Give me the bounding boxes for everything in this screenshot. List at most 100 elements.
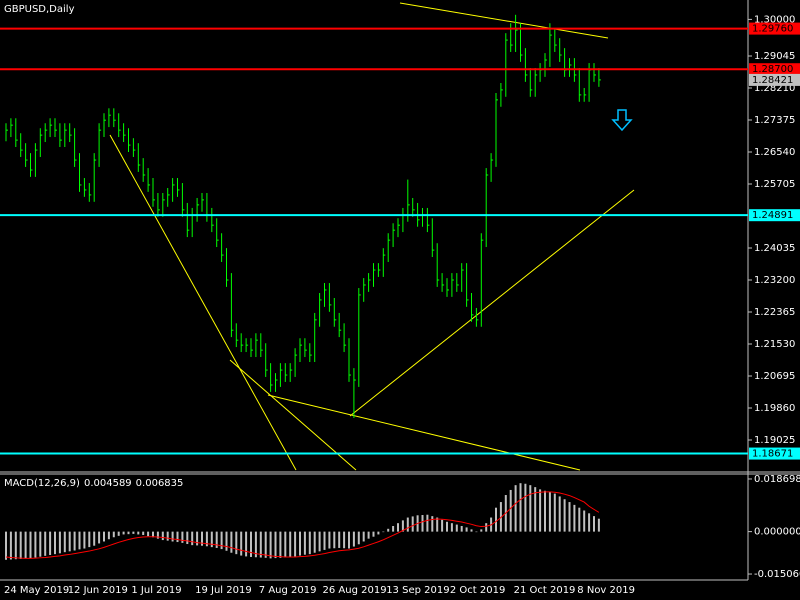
macd-bar <box>240 531 243 556</box>
macd-bar <box>426 514 429 532</box>
macd-title: MACD(12,26,9) 0.004589 0.006835 <box>4 478 183 489</box>
macd-bar <box>161 531 164 541</box>
y-tick-label: -0.015060 <box>754 569 800 580</box>
macd-bar <box>210 531 213 548</box>
level-label-box <box>749 63 800 76</box>
macd-bar <box>465 527 468 532</box>
macd-bar <box>137 531 140 535</box>
trendline <box>399 2 609 39</box>
macd-bar <box>78 531 81 550</box>
macd-bar <box>514 485 517 532</box>
macd-bar <box>215 531 218 548</box>
macd-bar <box>152 531 154 538</box>
macd-bar <box>93 531 96 546</box>
signal-line <box>5 491 600 559</box>
macd-bar <box>73 531 76 551</box>
macd-bar <box>171 531 174 542</box>
macd-bar <box>455 524 458 532</box>
macd-bar <box>54 531 56 555</box>
macd-bar <box>333 531 336 549</box>
macd-bar <box>103 531 105 542</box>
macd-bar <box>362 531 365 542</box>
macd-bar <box>9 531 12 560</box>
macd-bar <box>147 531 150 537</box>
sell-arrow <box>611 109 633 132</box>
macd-bar <box>289 531 292 557</box>
macd-bar <box>421 515 424 532</box>
macd-bar <box>196 531 199 546</box>
macd-bar <box>235 531 238 555</box>
macd-bar <box>299 531 301 556</box>
macd-bar <box>284 531 287 558</box>
macd-bar <box>254 531 257 558</box>
trendline <box>349 189 635 417</box>
macd-bar <box>470 529 473 532</box>
macd-bar <box>588 513 591 532</box>
macd-bar <box>24 531 27 559</box>
macd-bar <box>156 531 159 539</box>
macd-bar <box>245 531 248 557</box>
macd-bar <box>328 531 331 549</box>
macd-bar <box>348 531 350 549</box>
level-label: 1.24891 <box>752 210 793 221</box>
macd-bar <box>313 531 316 553</box>
macd-bar <box>480 529 483 532</box>
macd-bar <box>352 531 355 547</box>
y-tick-label: 1.27375 <box>754 115 795 126</box>
chart-title: GBPUSD,Daily <box>4 4 75 15</box>
signal-value: 0.006835 <box>136 478 184 489</box>
macd-bar <box>436 517 439 532</box>
macd-bar <box>539 489 542 532</box>
macd-bar <box>338 531 341 548</box>
macd-bar <box>387 528 390 532</box>
macd-bar <box>441 519 444 532</box>
x-tick-label: 8 Nov 2019 <box>577 585 635 596</box>
x-tick-label: 2 Oct 2019 <box>450 585 505 596</box>
macd-bar <box>431 516 434 532</box>
x-tick-label: 12 Jun 2019 <box>68 585 128 596</box>
y-tick-label: 1.25705 <box>754 179 795 190</box>
level-label: 1.28700 <box>752 64 793 75</box>
level-label-box <box>749 22 800 35</box>
macd-bar <box>191 531 194 546</box>
macd-bar <box>597 518 600 532</box>
macd-bar <box>367 531 370 539</box>
macd-bar <box>186 531 189 545</box>
macd-bar <box>201 531 203 546</box>
y-tick-label: 1.28210 <box>754 83 795 94</box>
macd-bar <box>19 531 22 559</box>
macd-bar <box>573 504 576 532</box>
y-tick-label: 1.29045 <box>754 51 795 62</box>
macd-bar <box>225 531 228 551</box>
macd-bar <box>63 531 66 553</box>
macd-bar <box>372 531 375 537</box>
x-tick-label: 1 Jul 2019 <box>131 585 181 596</box>
macd-bar <box>127 531 130 535</box>
macd-bar <box>303 531 306 555</box>
macd-bar <box>112 531 115 538</box>
macd-bar <box>323 531 326 550</box>
y-tick-label: 1.24035 <box>754 243 795 254</box>
macd-bar <box>122 531 125 535</box>
macd-name: MACD(12,26,9) <box>4 478 80 489</box>
macd-bar <box>176 531 179 543</box>
macd-bar <box>392 525 395 532</box>
macd-bar <box>563 499 566 532</box>
y-tick-label: 1.23200 <box>754 275 795 286</box>
macd-bar <box>107 531 110 540</box>
macd-bar <box>485 523 488 532</box>
last-price-label: 1.28421 <box>752 75 793 86</box>
macd-bar <box>98 531 101 544</box>
macd-bar <box>269 531 272 559</box>
macd-bar <box>166 531 169 541</box>
macd-bar <box>397 523 399 532</box>
x-tick-label: 7 Aug 2019 <box>259 585 317 596</box>
macd-bar <box>39 531 42 557</box>
x-tick-label: 19 Jul 2019 <box>195 585 252 596</box>
macd-bar <box>264 531 267 558</box>
macd-bar <box>14 531 17 560</box>
macd-bar <box>495 507 497 532</box>
macd-bar <box>534 487 537 532</box>
macd-bar <box>132 531 135 534</box>
level-label: 1.29760 <box>752 24 793 35</box>
